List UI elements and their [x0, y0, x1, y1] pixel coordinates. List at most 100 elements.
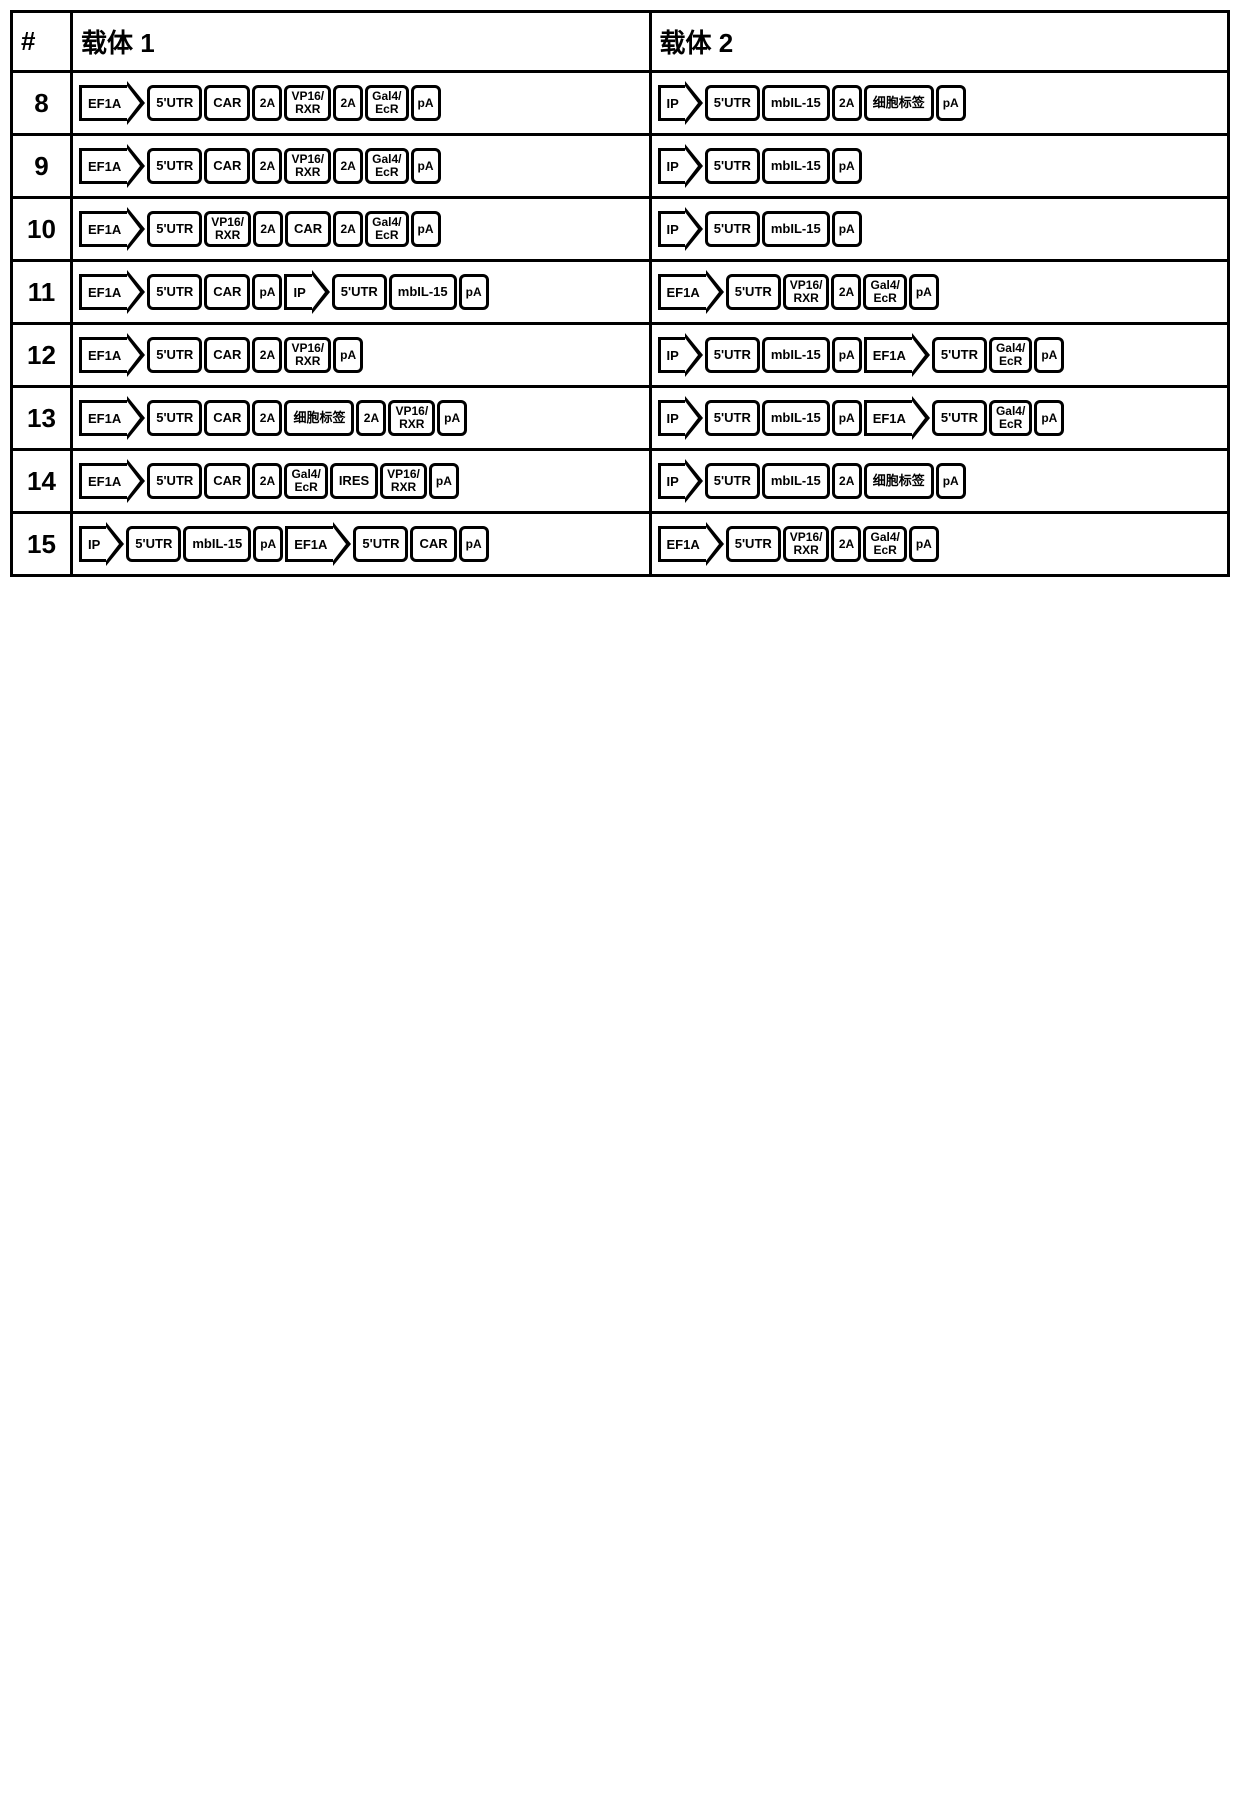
segment-pa: pA — [253, 526, 283, 562]
promoter-label: IP — [658, 337, 685, 373]
row-number: 8 — [12, 72, 72, 135]
segment-vp16: VP16/RXR — [284, 85, 331, 121]
segment-car: CAR — [204, 274, 250, 310]
segment-utr: 5'UTR — [147, 85, 202, 121]
segment-2a: 2A — [252, 400, 282, 436]
segment-pa: pA — [832, 211, 862, 247]
segment-utr: 5'UTR — [147, 148, 202, 184]
promoter-label: EF1A — [658, 526, 706, 562]
arrow-head-icon — [127, 270, 145, 314]
promoter-ip: IP — [79, 522, 124, 566]
segment-gal4: Gal4/EcR — [863, 274, 906, 310]
table-row: 13EF1A5'UTRCAR2A细胞标签2AVP16/RXRpAIP5'UTRm… — [12, 387, 1229, 450]
segment-pa: pA — [1034, 400, 1064, 436]
segment-mbil: mbIL-15 — [762, 148, 830, 184]
promoter-label: EF1A — [79, 337, 127, 373]
segment-pa: pA — [459, 274, 489, 310]
segment-utr: 5'UTR — [726, 526, 781, 562]
vector-2-cell: IP5'UTRmbIL-15pAEF1A5'UTRGal4/EcRpA — [650, 324, 1229, 387]
vector-1-cell: EF1A5'UTRVP16/RXR2ACAR2AGal4/EcRpA — [72, 198, 651, 261]
arrow-head-icon — [127, 81, 145, 125]
segment-vp16: VP16/RXR — [380, 463, 427, 499]
segment-mbil: mbIL-15 — [762, 463, 830, 499]
construct: IP5'UTRmbIL-152A细胞标签pA — [658, 459, 1222, 503]
arrow-head-icon — [706, 270, 724, 314]
promoter-label: EF1A — [864, 337, 912, 373]
segment-utr: 5'UTR — [705, 400, 760, 436]
table-row: 14EF1A5'UTRCAR2AGal4/EcRIRESVP16/RXRpAIP… — [12, 450, 1229, 513]
vector-1-cell: IP5'UTRmbIL-15pAEF1A5'UTRCARpA — [72, 513, 651, 576]
row-number: 10 — [12, 198, 72, 261]
promoter-ef1a: EF1A — [79, 270, 145, 314]
promoter-ef1a: EF1A — [79, 396, 145, 440]
vector-1-cell: EF1A5'UTRCAR2AGal4/EcRIRESVP16/RXRpA — [72, 450, 651, 513]
segment-utr: 5'UTR — [932, 337, 987, 373]
construct-row: EF1A5'UTRVP16/RXR2ACAR2AGal4/EcRpA — [79, 207, 643, 251]
construct: IP5'UTRmbIL-15pA — [658, 207, 1222, 251]
segment-pa: pA — [459, 526, 489, 562]
promoter-ef1a: EF1A — [79, 459, 145, 503]
promoter-ef1a: EF1A — [79, 144, 145, 188]
segment-pa: pA — [429, 463, 459, 499]
promoter-ef1a: EF1A — [79, 81, 145, 125]
segment-2a: 2A — [252, 148, 282, 184]
segment-2a: 2A — [252, 85, 282, 121]
segment-vp16: VP16/RXR — [204, 211, 251, 247]
segment-utr: 5'UTR — [705, 211, 760, 247]
arrow-head-icon — [685, 396, 703, 440]
vector-2-cell: EF1A5'UTRVP16/RXR2AGal4/EcRpA — [650, 261, 1229, 324]
row-number: 14 — [12, 450, 72, 513]
vector-2-cell: IP5'UTRmbIL-152A细胞标签pA — [650, 72, 1229, 135]
segment-mbil: mbIL-15 — [762, 337, 830, 373]
promoter-label: IP — [79, 526, 106, 562]
segment-2a: 2A — [252, 337, 282, 373]
promoter-label: IP — [284, 274, 311, 310]
promoter-ef1a: EF1A — [79, 333, 145, 377]
construct: EF1A5'UTRVP16/RXR2ACAR2AGal4/EcRpA — [79, 207, 643, 251]
segment-car: CAR — [285, 211, 331, 247]
segment-utr: 5'UTR — [147, 463, 202, 499]
header-num: # — [12, 12, 72, 72]
table-row: 12EF1A5'UTRCAR2AVP16/RXRpAIP5'UTRmbIL-15… — [12, 324, 1229, 387]
segment-vp16: VP16/RXR — [783, 526, 830, 562]
construct: EF1A5'UTRCAR2A细胞标签2AVP16/RXRpA — [79, 396, 643, 440]
promoter-ip: IP — [658, 207, 703, 251]
promoter-label: EF1A — [79, 211, 127, 247]
vector-2-cell: IP5'UTRmbIL-152A细胞标签pA — [650, 450, 1229, 513]
promoter-label: EF1A — [79, 463, 127, 499]
construct-row: IP5'UTRmbIL-152A细胞标签pA — [658, 459, 1222, 503]
arrow-head-icon — [912, 333, 930, 377]
table-row: 8EF1A5'UTRCAR2AVP16/RXR2AGal4/EcRpAIP5'U… — [12, 72, 1229, 135]
segment-mbil: mbIL-15 — [389, 274, 457, 310]
table-row: 10EF1A5'UTRVP16/RXR2ACAR2AGal4/EcRpAIP5'… — [12, 198, 1229, 261]
arrow-head-icon — [127, 207, 145, 251]
arrow-head-icon — [685, 144, 703, 188]
segment-pa: pA — [936, 463, 966, 499]
segment-gal4: Gal4/EcR — [989, 337, 1032, 373]
segment-utr: 5'UTR — [126, 526, 181, 562]
segment-pa: pA — [936, 85, 966, 121]
construct-row: IP5'UTRmbIL-15pAEF1A5'UTRGal4/EcRpA — [658, 396, 1222, 440]
segment-mbil: mbIL-15 — [762, 400, 830, 436]
arrow-head-icon — [685, 81, 703, 125]
promoter-ef1a: EF1A — [658, 522, 724, 566]
segment-utr: 5'UTR — [147, 211, 202, 247]
construct: EF1A5'UTRCAR2AVP16/RXR2AGal4/EcRpA — [79, 81, 643, 125]
segment-vp16: VP16/RXR — [284, 337, 331, 373]
construct: IP5'UTRmbIL-15pA — [658, 144, 1222, 188]
arrow-head-icon — [912, 396, 930, 440]
header-v1: 载体 1 — [72, 12, 651, 72]
segment-pa: pA — [411, 148, 441, 184]
arrow-head-icon — [106, 522, 124, 566]
segment-vp16: VP16/RXR — [388, 400, 435, 436]
construct: IP5'UTRmbIL-15pAEF1A5'UTRCARpA — [79, 522, 643, 566]
segment-utr: 5'UTR — [705, 148, 760, 184]
vector-1-cell: EF1A5'UTRCAR2A细胞标签2AVP16/RXRpA — [72, 387, 651, 450]
segment-gal4: Gal4/EcR — [989, 400, 1032, 436]
construct-row: EF1A5'UTRCAR2AGal4/EcRIRESVP16/RXRpA — [79, 459, 643, 503]
segment-tag: 细胞标签 — [864, 463, 934, 499]
segment-car: CAR — [204, 463, 250, 499]
segment-utr: 5'UTR — [705, 463, 760, 499]
segment-gal4: Gal4/EcR — [365, 148, 408, 184]
construct: IP5'UTRmbIL-15pAEF1A5'UTRGal4/EcRpA — [658, 333, 1222, 377]
